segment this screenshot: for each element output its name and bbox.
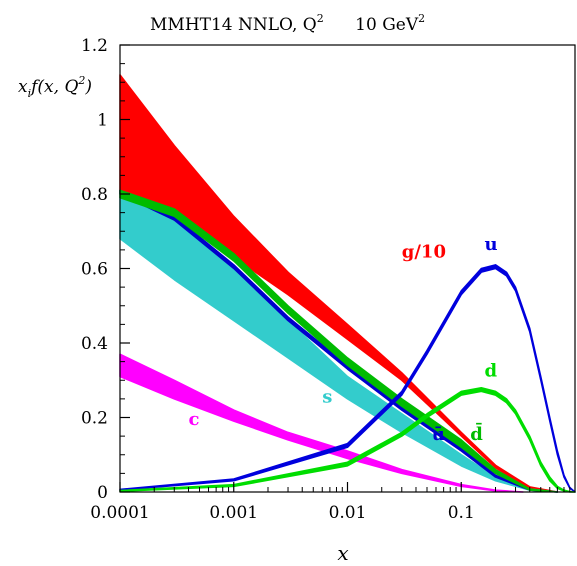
series-label-6: d (484, 361, 497, 382)
y-tick-label: 0.8 (81, 185, 108, 205)
axes: 0.0001 0.001 0.01 0.1 0 0.2 0.4 0.6 0.8 1 1.2 (81, 36, 576, 523)
y-axis-label-main: x (18, 77, 28, 97)
y-tick-label: 1.2 (81, 36, 108, 56)
x-tick-label: 0.1 (448, 503, 475, 523)
series-label-4: c (188, 409, 199, 430)
x-axis-label: x (337, 541, 348, 565)
x-tick-label: 0.0001 (90, 503, 149, 523)
x-tick-label: 0.01 (329, 503, 367, 523)
x-tick-label: 0.001 (209, 503, 258, 523)
y-tick-label: 0.6 (81, 260, 108, 280)
chart-title-sup2: 2 (418, 12, 425, 25)
y-axis-label: xif(x, Q2) (18, 74, 92, 100)
series-label-1: s (322, 387, 332, 408)
pdf-bands (119, 74, 576, 493)
y-tick-label: 0.4 (81, 334, 108, 354)
y-tick-label: 0.2 (81, 409, 108, 429)
y-tick-label: 1 (97, 111, 108, 131)
band-5 (119, 264, 576, 493)
series-label-3: d̄ (470, 423, 483, 445)
band-3 (119, 189, 559, 493)
series-label-2: ū (432, 424, 445, 445)
y-axis-label-close: ) (84, 77, 92, 97)
y-axis-label-rest: f(x, Q (29, 77, 78, 97)
series-label-5: u (484, 234, 497, 255)
chart-title-sup: 2 (317, 12, 324, 25)
y-axis-label-sup: 2 (77, 74, 85, 87)
y-axis-label-sub: i (28, 87, 32, 100)
series-labels: g/10 s ū d̄ c u d (188, 234, 497, 445)
chart-title-left: MMHT14 NNLO, Q (150, 15, 317, 35)
y-tick-label: 0 (97, 483, 108, 503)
series-label-0: g/10 (402, 241, 446, 262)
chart-title: MMHT14 NNLO, Q2 10 GeV2 (150, 12, 425, 35)
chart-title-right: 10 GeV (355, 15, 419, 35)
